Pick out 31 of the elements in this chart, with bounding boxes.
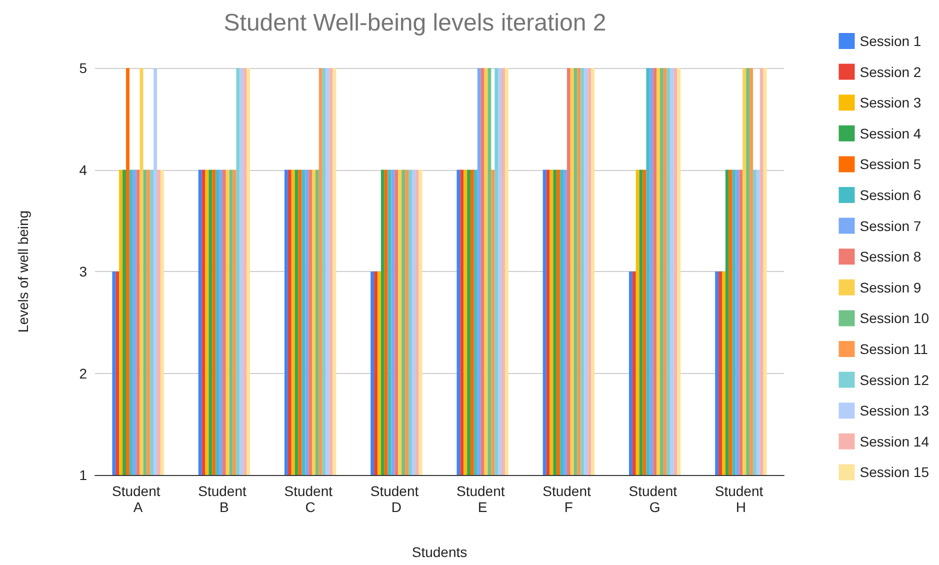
legend-label: Session 12	[860, 372, 930, 388]
y-tick-label: 1	[79, 467, 88, 483]
legend-label: Session 11	[860, 341, 928, 357]
legend-label: Session 15	[860, 464, 930, 480]
x-tick-label: Student G	[628, 483, 681, 515]
y-tick-label: 2	[79, 365, 88, 382]
legend-label: Session 5	[860, 156, 922, 172]
legend-label: Session 4	[860, 125, 922, 142]
legend-label: Session 3	[860, 94, 922, 111]
legend-label: Session 9	[860, 279, 922, 296]
y-axis-title: Levels of well being	[15, 210, 31, 333]
x-axis-title: Students	[412, 544, 468, 560]
x-tick-label: Student H	[714, 483, 768, 515]
legend-label: Session 8	[860, 248, 922, 265]
x-tick-label: Student B	[198, 483, 250, 515]
y-tick-label: 5	[79, 60, 88, 76]
y-tick-label: 3	[79, 264, 88, 280]
legend-label: Session 7	[860, 218, 922, 234]
x-tick-label: Student D	[370, 483, 423, 515]
legend-label: Session 10	[860, 310, 930, 326]
chart-title: Student Well-being levels iteration 2	[224, 10, 606, 36]
legend-label: Session 6	[860, 187, 922, 203]
legend-label: Session 14	[860, 433, 930, 450]
legend-label: Session 2	[860, 64, 922, 80]
x-tick-label: Student E	[456, 483, 509, 515]
legend-label: Session 1	[860, 33, 922, 49]
x-tick-label: Student C	[284, 483, 336, 515]
y-tick-label: 4	[79, 162, 88, 178]
x-tick-label: Student F	[542, 483, 595, 515]
legend-label: Session 13	[860, 402, 930, 419]
x-tick-label: Student A	[112, 483, 164, 515]
